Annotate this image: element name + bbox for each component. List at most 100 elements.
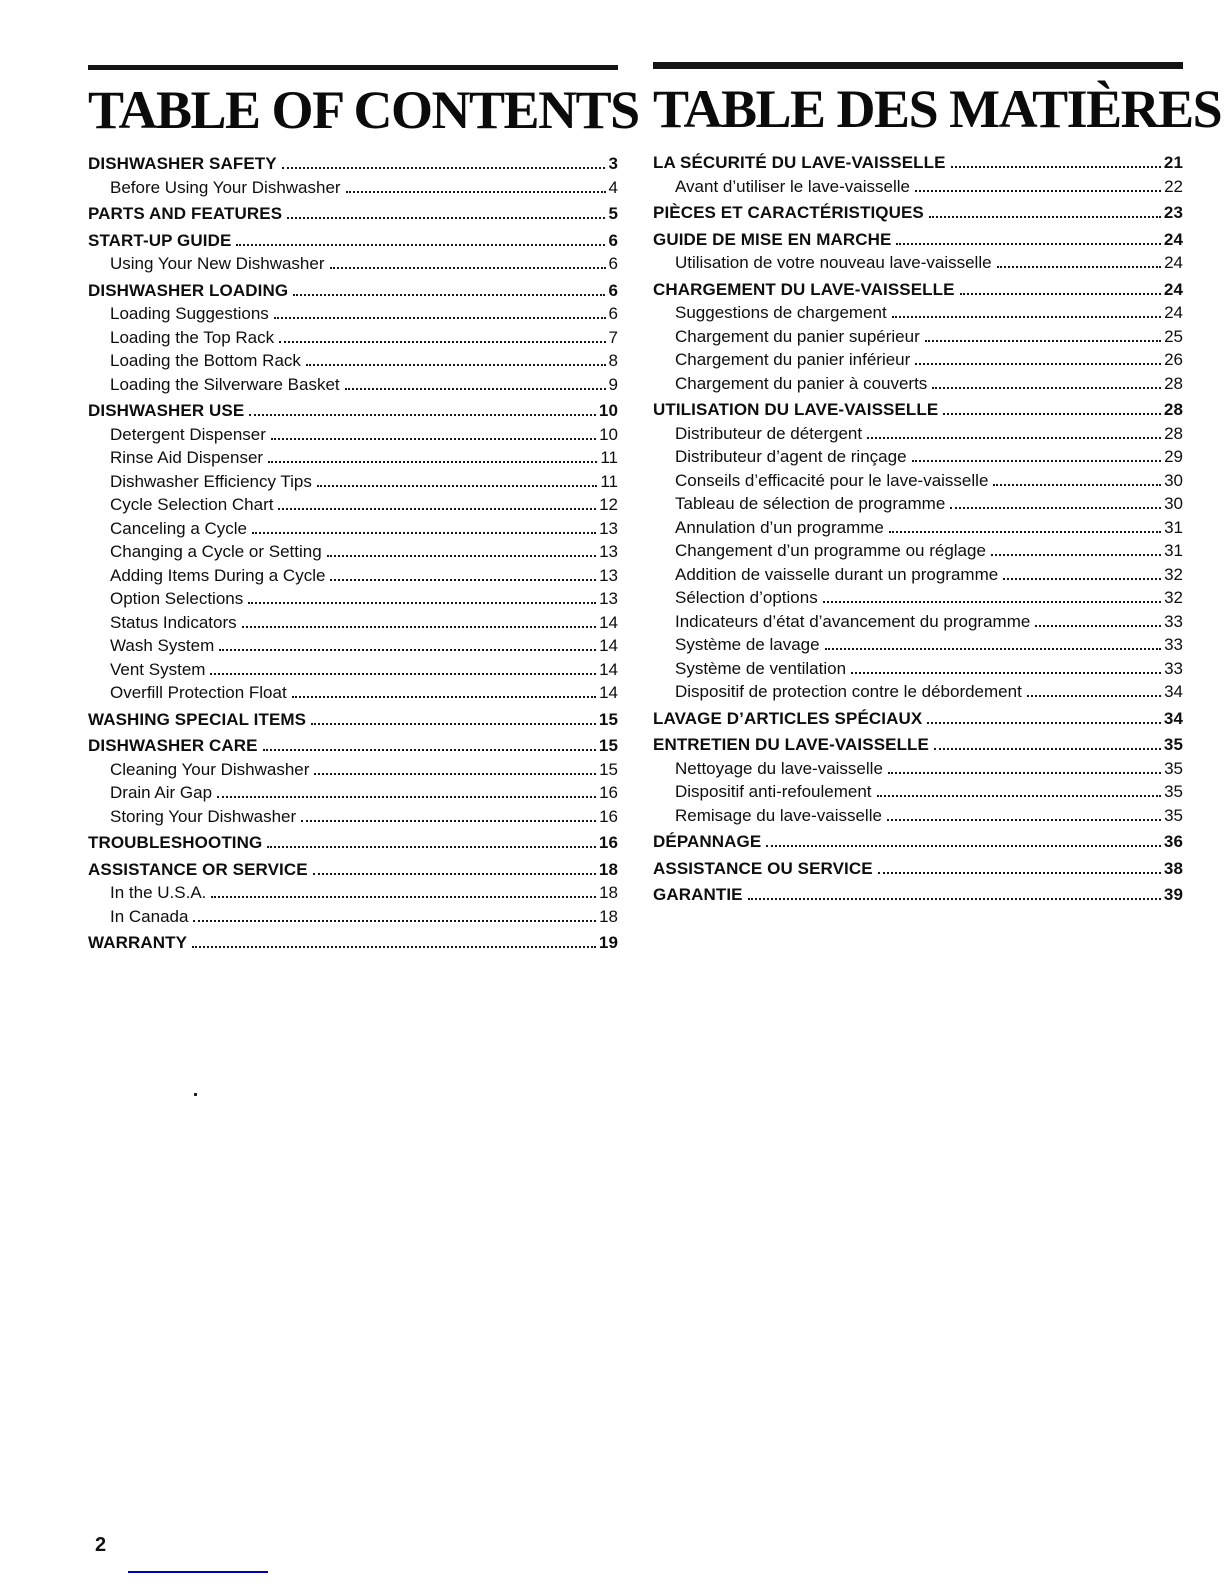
toc-entry-label: Loading the Top Rack [110,327,275,347]
toc-entry-label: Dispositif de protection contre le débor… [675,682,1022,701]
toc-entry-label: UTILISATION DU LAVE-VAISSELLE [653,400,939,419]
toc-entry-page-number: 36 [1163,832,1183,851]
dot-leader [270,437,597,440]
toc-entry: Nettoyage du lave-vaisselle 35 [653,757,1183,781]
toc-entry-page-number: 14 [599,636,618,655]
toc-entry-label: START-UP GUIDE [88,230,232,250]
toc-entry-label: ENTRETIEN DU LAVE-VAISSELLE [653,735,929,754]
toc-entry-label: Cycle Selection Chart [110,495,274,514]
toc-entry-label: DISHWASHER SAFETY [88,154,277,173]
page-number: 2 [95,1534,107,1556]
toc-entry-label: Loading the Silverware Basket [110,374,340,394]
dot-leader [888,530,1162,533]
toc-entry: PARTS AND FEATURES 5 [88,202,618,226]
top-rule-left [88,65,618,70]
toc-entry-page-number: 13 [599,565,618,585]
dot-leader [268,461,598,463]
toc-entry-page-number: 24 [1164,253,1183,272]
toc-entry-page-number: 6 [608,230,618,250]
toc-entry: Addition de vaisselle durant un programm… [653,563,1183,587]
toc-entry-label: Système de ventilation [675,658,847,678]
toc-entry-page-number: 6 [608,254,618,273]
toc-entry-label: DÉPANNAGE [653,832,762,851]
toc-entry-label: Vent System [110,659,206,679]
toc-entry-label: Drain Air Gap [110,783,213,802]
toc-entry-page-number: 35 [1164,805,1183,825]
toc-entry-label: Chargement du panier à couverts [675,373,928,393]
toc-entry: Sélection d’options 32 [653,586,1183,610]
toc-entry: DISHWASHER SAFETY 3 [88,152,618,176]
dot-leader [822,601,1162,603]
toc-entry: Detergent Dispenser 10 [88,423,618,447]
dot-leader [267,846,596,848]
dot-leader [932,386,1162,389]
dot-leader [312,872,596,875]
dot-leader [990,554,1162,556]
toc-entry: TROUBLESHOOTING 16 [88,831,618,855]
toc-entry: CHARGEMENT DU LAVE-VAISSELLE 24 [653,278,1183,302]
toc-entry: ENTRETIEN DU LAVE-VAISSELLE 35 [653,733,1183,757]
toc-entry-page-number: 18 [599,906,618,926]
toc-entry-label: Before Using Your Dishwasher [110,177,341,197]
toc-entry: Vent System 14 [88,658,618,682]
dot-leader [248,602,597,604]
dot-leader [766,845,1161,847]
toc-entry: Distributeur de détergent 28 [653,422,1183,446]
dot-leader [924,339,1162,342]
toc-entry: Wash System 14 [88,634,618,658]
toc-entry-page-number: 13 [599,518,618,538]
dot-leader [933,748,1161,750]
french-toc-column: TABLE DES MATIÈRES LA SÉCURITÉ DU LAVE-V… [653,62,1223,907]
toc-entry: Before Using Your Dishwasher 4 [88,176,618,200]
dot-leader [915,363,1162,365]
toc-entry-page-number: 19 [598,933,618,952]
toc-entry-label: GUIDE DE MISE EN MARCHE [653,229,892,249]
toc-entry-page-number: 25 [1164,326,1183,346]
toc-entry-page-number: 13 [599,542,618,561]
toc-entry-page-number: 18 [599,883,618,902]
dot-leader [851,671,1162,674]
toc-entry-page-number: 9 [608,374,618,394]
toc-entry-label: Distributeur d’agent de rinçage [675,447,907,466]
dot-leader [993,483,1162,486]
dot-leader [311,722,596,725]
toc-entry-label: Addition de vaisselle durant un programm… [675,564,999,584]
dot-leader [1003,577,1162,580]
toc-entry: Avant d’utiliser le lave-vaisselle 22 [653,175,1183,199]
toc-entry-label: Dispositif anti-refoulement [675,782,872,801]
toc-entry-label: Changing a Cycle or Setting [110,542,322,561]
toc-entry: Cleaning Your Dishwasher 15 [88,758,618,782]
dot-leader [281,167,606,169]
toc-entry-page-number: 12 [599,495,618,514]
toc-entry-label: Chargement du panier inférieur [675,350,911,369]
toc-entry-label: Canceling a Cycle [110,518,248,538]
toc-entry-label: ASSISTANCE OR SERVICE [88,859,308,879]
toc-entry-page-number: 32 [1164,588,1183,607]
toc-entry: Chargement du panier supérieur 25 [653,325,1183,349]
toc-entry: UTILISATION DU LAVE-VAISSELLE 28 [653,398,1183,422]
dot-leader [928,216,1161,218]
toc-entry: DISHWASHER LOADING 6 [88,279,618,303]
toc-entry-page-number: 15 [598,736,618,755]
toc-entry-label: Distributeur de détergent [675,423,863,443]
toc-entry: Status Indicators 14 [88,611,618,635]
dot-leader [943,413,1161,415]
toc-entry-label: Overfill Protection Float [110,683,287,702]
toc-entry-page-number: 24 [1163,229,1183,249]
toc-entry-label: TROUBLESHOOTING [88,833,263,852]
dot-leader [314,772,597,775]
toc-entry: Indicateurs d’état d’avancement du progr… [653,610,1183,634]
toc-entry-label: DISHWASHER USE [88,401,245,420]
dot-leader [887,771,1162,774]
toc-entry-label: Changement d’un programme ou réglage [675,541,986,560]
toc-entry: Canceling a Cycle 13 [88,517,618,541]
toc-entry-label: CHARGEMENT DU LAVE-VAISSELLE [653,279,955,299]
toc-entry-label: Using Your New Dishwasher [110,254,325,273]
dot-leader [279,340,606,343]
toc-entry-label: Wash System [110,636,215,655]
toc-entry: Chargement du panier à couverts 28 [653,372,1183,396]
toc-entry-page-number: 18 [598,859,618,879]
dot-leader [305,364,606,366]
dot-leader [217,796,597,798]
